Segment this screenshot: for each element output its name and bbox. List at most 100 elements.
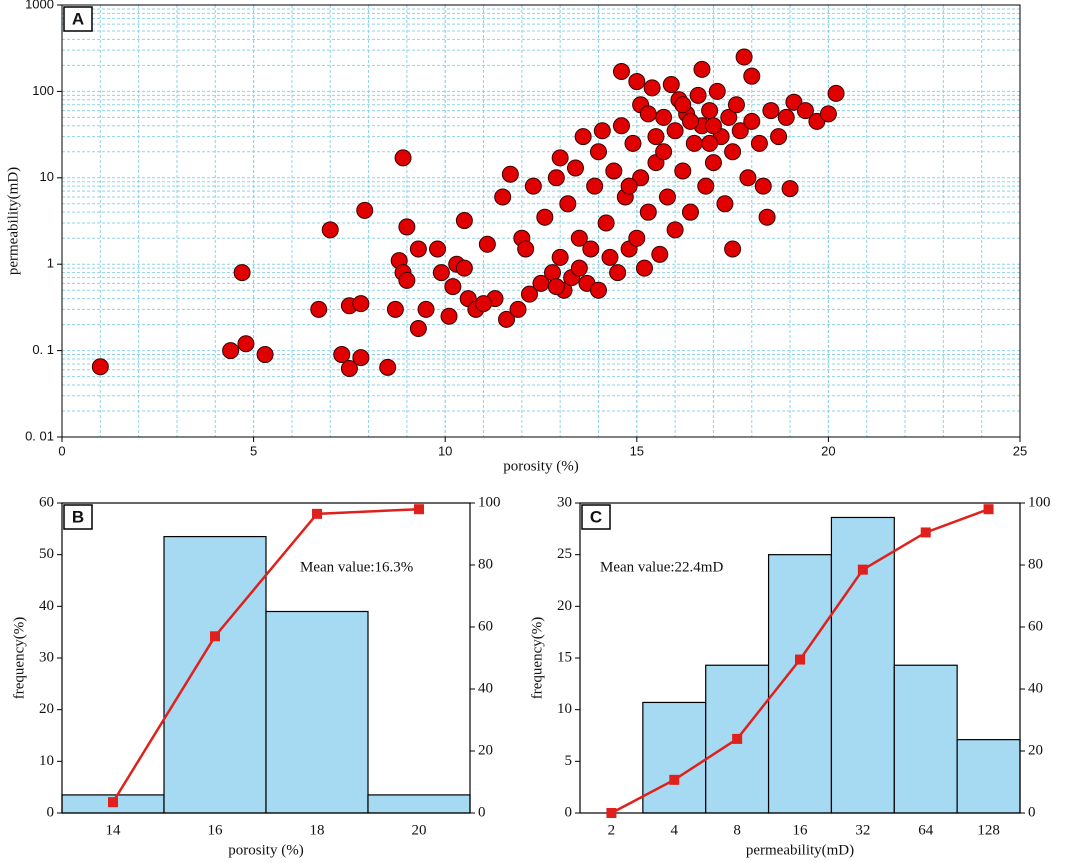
point bbox=[394, 149, 412, 167]
y-tick-label: 15 bbox=[557, 649, 572, 665]
x-tick-label: 16 bbox=[208, 822, 224, 838]
x-tick-label: 4 bbox=[671, 822, 679, 838]
cumulative-marker bbox=[606, 808, 617, 818]
point bbox=[609, 264, 627, 282]
y-tick-label: 5 bbox=[565, 753, 573, 769]
point bbox=[398, 218, 416, 236]
point bbox=[233, 264, 251, 282]
point bbox=[551, 248, 569, 266]
point bbox=[417, 300, 435, 318]
x-axis-label: permeability(mD) bbox=[746, 842, 854, 858]
y-axis-label: frequency(%) bbox=[11, 617, 27, 699]
y2-tick-label: 20 bbox=[478, 742, 493, 758]
point bbox=[440, 307, 458, 325]
y-tick-label: 10 bbox=[40, 169, 54, 184]
point bbox=[739, 169, 757, 187]
point bbox=[501, 165, 519, 183]
point bbox=[379, 358, 397, 376]
point bbox=[612, 117, 630, 135]
point bbox=[750, 134, 768, 152]
x-tick-label: 16 bbox=[793, 822, 809, 838]
point bbox=[455, 212, 473, 230]
y2-tick-label: 20 bbox=[1028, 742, 1043, 758]
x-tick-label: 15 bbox=[630, 443, 644, 458]
point bbox=[674, 162, 692, 180]
point bbox=[570, 259, 588, 277]
point bbox=[662, 76, 680, 94]
point bbox=[796, 102, 814, 120]
panel-label: A bbox=[72, 9, 84, 28]
point bbox=[697, 177, 715, 195]
cumulative-marker bbox=[414, 504, 424, 515]
point bbox=[624, 134, 642, 152]
y2-tick-label: 0 bbox=[1028, 804, 1036, 820]
x-tick-label: 0 bbox=[58, 443, 65, 458]
point bbox=[478, 235, 496, 253]
point bbox=[681, 112, 699, 130]
x-tick-label: 20 bbox=[821, 443, 835, 458]
y-tick-label: 60 bbox=[39, 494, 54, 510]
point bbox=[724, 143, 742, 161]
bar bbox=[265, 610, 369, 814]
point bbox=[819, 105, 837, 123]
bar bbox=[893, 664, 958, 814]
point bbox=[681, 203, 699, 221]
y-tick-label: 0. 01 bbox=[25, 428, 54, 443]
y2-tick-label: 60 bbox=[478, 618, 493, 634]
y2-tick-label: 80 bbox=[1028, 556, 1043, 572]
point bbox=[777, 108, 795, 126]
y2-tick-label: 0 bbox=[478, 804, 486, 820]
point bbox=[731, 122, 749, 140]
panel-label-box bbox=[581, 504, 611, 530]
y-tick-label: 1000 bbox=[25, 0, 54, 11]
cumulative-marker bbox=[857, 564, 868, 575]
y-tick-label: 20 bbox=[39, 701, 54, 717]
y-tick-label: 30 bbox=[39, 649, 54, 665]
point bbox=[674, 96, 692, 114]
x-tick-label: 5 bbox=[250, 443, 257, 458]
point bbox=[658, 188, 676, 206]
x-tick-label: 20 bbox=[412, 822, 427, 838]
point bbox=[91, 358, 109, 376]
point bbox=[743, 67, 761, 85]
point bbox=[524, 177, 542, 195]
point bbox=[551, 149, 569, 167]
y2-tick-label: 60 bbox=[1028, 618, 1043, 634]
point bbox=[597, 214, 615, 232]
point bbox=[521, 285, 539, 303]
x-tick-label: 18 bbox=[310, 822, 325, 838]
point bbox=[635, 259, 653, 277]
point bbox=[310, 300, 328, 318]
panel-label: B bbox=[72, 507, 84, 526]
y2-tick-label: 100 bbox=[478, 494, 501, 510]
point bbox=[559, 195, 577, 213]
point bbox=[321, 221, 339, 239]
point bbox=[620, 177, 638, 195]
cumulative-marker bbox=[669, 774, 680, 785]
y-tick-label: 25 bbox=[557, 546, 572, 562]
cumulative-marker bbox=[210, 631, 220, 642]
point bbox=[455, 259, 473, 277]
point bbox=[409, 320, 427, 338]
point bbox=[643, 79, 661, 97]
point bbox=[743, 112, 761, 130]
point bbox=[536, 208, 554, 226]
y-tick-label: 10 bbox=[557, 701, 572, 717]
point bbox=[547, 169, 565, 187]
point bbox=[639, 105, 657, 123]
point bbox=[758, 208, 776, 226]
point bbox=[689, 86, 707, 104]
point bbox=[628, 73, 646, 91]
y-tick-label: 0 bbox=[565, 804, 573, 820]
point bbox=[708, 82, 726, 100]
point bbox=[762, 102, 780, 120]
bar bbox=[163, 535, 267, 814]
point bbox=[727, 96, 745, 114]
point bbox=[701, 134, 719, 152]
point bbox=[601, 248, 619, 266]
point bbox=[651, 245, 669, 263]
x-tick-label: 8 bbox=[733, 822, 741, 838]
x-tick-label: 64 bbox=[918, 822, 934, 838]
cumulative-marker bbox=[795, 654, 805, 665]
bar bbox=[956, 739, 1021, 814]
